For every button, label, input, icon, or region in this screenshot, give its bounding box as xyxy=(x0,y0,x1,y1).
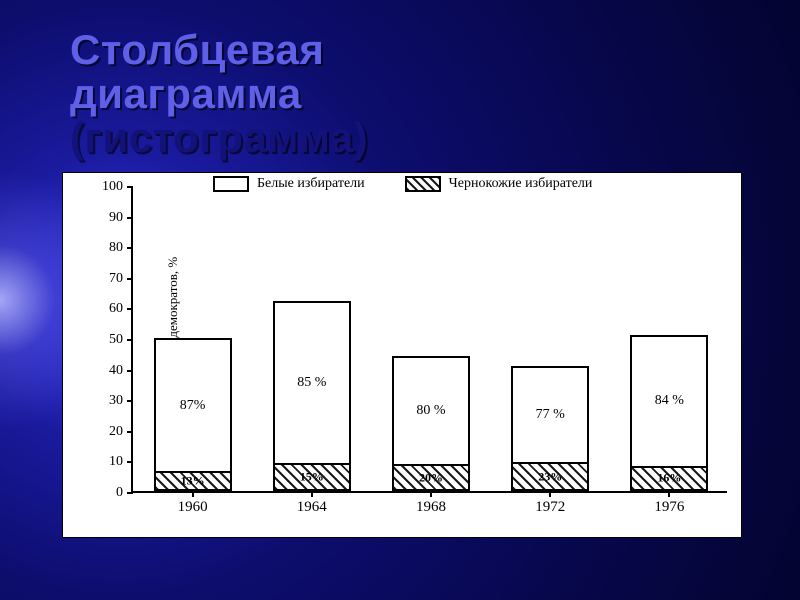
x-tick-label: 1972 xyxy=(535,499,565,516)
y-tick xyxy=(127,278,133,280)
plot-area: 0102030405060708090100196087%13%196485 %… xyxy=(131,187,727,493)
y-tick xyxy=(127,492,133,494)
y-tick-label: 100 xyxy=(102,179,123,195)
bar-segment-white: 85 % xyxy=(273,301,351,462)
x-tick xyxy=(192,491,194,497)
y-tick xyxy=(127,461,133,463)
y-tick-label: 80 xyxy=(109,240,123,256)
y-tick-label: 20 xyxy=(109,424,123,440)
y-tick-label: 60 xyxy=(109,301,123,317)
bar-segment-white: 87% xyxy=(154,338,232,471)
bar-label-hatch: 23% xyxy=(513,469,587,484)
y-tick-label: 0 xyxy=(116,485,123,501)
y-tick xyxy=(127,308,133,310)
bar-label-hatch: 13% xyxy=(156,474,230,489)
y-tick-label: 70 xyxy=(109,271,123,287)
title-line-2: диаграмма xyxy=(70,72,368,116)
bar-label-white: 77 % xyxy=(513,407,587,423)
slide-title: Столбцевая диаграмма (гистограмма) xyxy=(70,28,368,160)
y-tick-label: 90 xyxy=(109,210,123,226)
x-tick xyxy=(311,491,313,497)
bar-label-white: 80 % xyxy=(394,403,468,419)
y-tick-label: 10 xyxy=(109,454,123,470)
bar-segment-hatch: 20% xyxy=(392,464,470,491)
bar-label-hatch: 16% xyxy=(632,471,706,486)
y-tick xyxy=(127,431,133,433)
chart-panel: Белые избиратели Чернокожие избиратели Г… xyxy=(62,172,742,538)
y-tick xyxy=(127,217,133,219)
x-tick-label: 1964 xyxy=(297,499,327,516)
y-tick-label: 50 xyxy=(109,332,123,348)
x-tick-label: 1960 xyxy=(178,499,208,516)
title-line-1: Столбцевая xyxy=(70,28,368,72)
x-tick xyxy=(668,491,670,497)
x-tick xyxy=(430,491,432,497)
y-tick-label: 40 xyxy=(109,363,123,379)
title-line-3: (гистограмма) xyxy=(70,116,368,160)
bar-segment-white: 77 % xyxy=(511,366,589,463)
bar-segment-white: 84 % xyxy=(630,335,708,466)
x-tick-label: 1976 xyxy=(654,499,684,516)
bar-segment-hatch: 15% xyxy=(273,463,351,491)
bar-segment-white: 80 % xyxy=(392,356,470,464)
y-tick-label: 30 xyxy=(109,393,123,409)
y-tick xyxy=(127,339,133,341)
bar-label-white: 84 % xyxy=(632,393,706,409)
y-tick xyxy=(127,370,133,372)
bar-label-white: 85 % xyxy=(275,375,349,391)
y-tick xyxy=(127,400,133,402)
y-tick xyxy=(127,186,133,188)
x-tick-label: 1968 xyxy=(416,499,446,516)
bar-label-hatch: 15% xyxy=(275,469,349,484)
bar-segment-hatch: 16% xyxy=(630,466,708,491)
bar-segment-hatch: 23% xyxy=(511,462,589,491)
bar-segment-hatch: 13% xyxy=(154,471,232,491)
x-tick xyxy=(549,491,551,497)
bar-label-hatch: 20% xyxy=(394,470,468,485)
bar-label-white: 87% xyxy=(156,398,230,414)
y-tick xyxy=(127,247,133,249)
